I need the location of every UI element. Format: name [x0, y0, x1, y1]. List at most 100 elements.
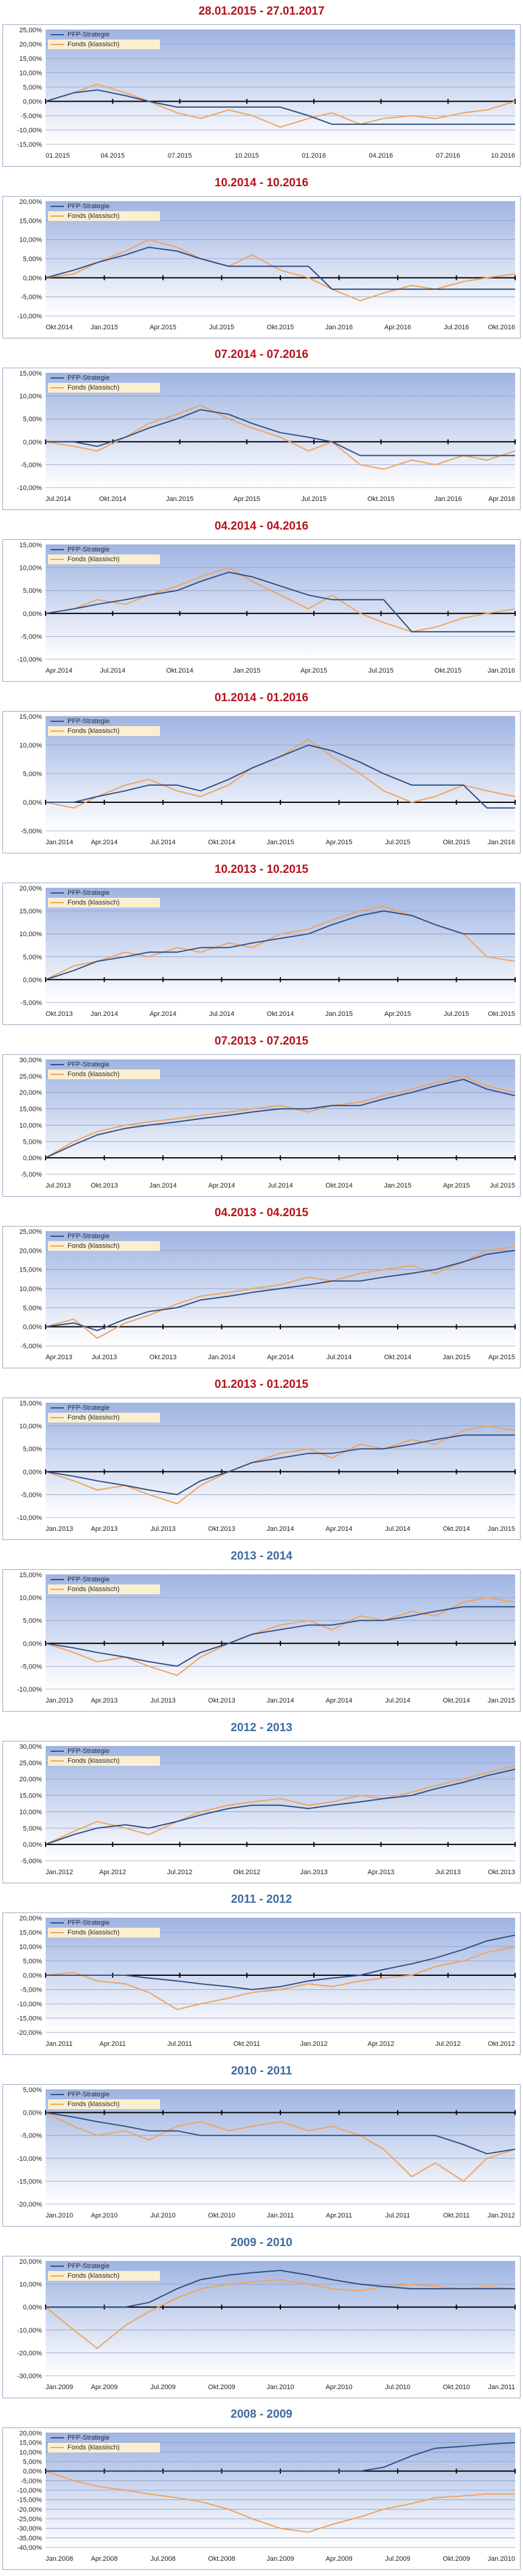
legend-item-fonds: Fonds (klassisch)	[48, 1756, 160, 1766]
y-tick-label: -10,00%	[17, 485, 42, 492]
x-tick-label: 01.2016	[302, 152, 326, 159]
x-tick-label: Okt.2015	[488, 1010, 515, 1018]
plot-frame: 15,00% 10,00% 5,00% 0,00% -5,00% -10,00% Apr.2…	[2, 539, 521, 682]
y-tick-label: 5,00%	[23, 256, 42, 263]
x-tick-label: Okt.2013	[150, 1354, 177, 1361]
x-tick-label: Jan.2010	[46, 2212, 73, 2219]
y-tick-label: -20,00%	[17, 2350, 42, 2357]
y-tick-label: 10,00%	[19, 237, 43, 244]
legend-label: Fonds (klassisch)	[68, 899, 120, 906]
legend-swatch	[50, 1579, 64, 1580]
legend-label: PFP-Strategie	[68, 889, 110, 897]
chart-legend: PFP-Strategie Fonds (klassisch)	[48, 201, 160, 221]
x-tick-label: Apr.2010	[325, 2384, 352, 2391]
y-tick-label: 5,00%	[23, 771, 42, 778]
chart-panel: 2009 - 2010 20,00% 10,00% 0,00% -10,00% -20,0…	[0, 2231, 523, 2403]
y-tick-label: -30,00%	[17, 2373, 42, 2380]
legend-label: Fonds (klassisch)	[68, 1586, 120, 1593]
x-tick-label: Jul.2012	[167, 1869, 193, 1876]
y-tick-label: -5,00%	[21, 1491, 42, 1499]
y-tick-label: 10,00%	[19, 742, 43, 749]
legend-label: PFP-Strategie	[68, 718, 110, 725]
y-tick-label: 15,00%	[19, 542, 43, 549]
y-tick-label: 10,00%	[19, 1286, 43, 1293]
plot-frame: 25,00% 20,00% 15,00% 10,00% 5,00% 0,00% -5,00%…	[2, 1226, 521, 1368]
x-tick-label: Jan.2012	[300, 2040, 328, 2048]
x-tick-label: Jan.2015	[443, 1354, 470, 1361]
x-tick-label: Jan.2015	[166, 495, 193, 503]
y-tick-label: -35,00%	[17, 2535, 42, 2542]
y-tick-label: -5,00%	[21, 1171, 42, 1178]
y-tick-label: 15,00%	[19, 908, 43, 915]
series-line-fonds	[45, 1765, 516, 1846]
legend-item-strategy: PFP-Strategie	[48, 30, 160, 40]
x-tick-label: Okt.2014	[46, 324, 73, 331]
x-tick-label: Jul.2011	[386, 2212, 410, 2219]
x-tick-label: Jan.2008	[46, 2555, 73, 2563]
y-tick-label: -10,00%	[17, 1514, 42, 1522]
legend-item-fonds: Fonds (klassisch)	[48, 2443, 160, 2452]
y-tick-label: 0,00%	[23, 99, 42, 106]
y-tick-label: 0,00%	[23, 1324, 42, 1331]
y-tick-label: -10,00%	[17, 2155, 42, 2163]
legend-item-strategy: PFP-Strategie	[48, 1575, 160, 1584]
x-tick-label: Jul.2015	[490, 1182, 515, 1189]
x-tick-label: Okt.2014	[267, 1010, 294, 1018]
y-tick-label: 0,00%	[23, 275, 42, 282]
legend-swatch	[50, 1407, 64, 1409]
y-tick-label: -30,00%	[17, 2525, 42, 2533]
legend-label: Fonds (klassisch)	[68, 1929, 120, 1936]
x-tick-label: Jul.2013	[150, 1525, 176, 1533]
y-tick-label: -5,00%	[21, 1987, 42, 1994]
chart-legend: PFP-Strategie Fonds (klassisch)	[48, 1060, 160, 1079]
y-tick-label: 0,00%	[23, 1155, 42, 1162]
x-tick-label: Apr.2013	[91, 1697, 117, 1704]
chart-panel: 10.2014 - 10.2016 20,00% 15,00% 10,00% 5,00%…	[0, 172, 523, 343]
y-tick-label: -10,00%	[17, 127, 42, 135]
legend-item-fonds: Fonds (klassisch)	[48, 555, 160, 564]
y-tick-label: 15,00%	[19, 1930, 43, 1937]
legend-swatch	[50, 2266, 64, 2267]
chart-panel: 07.2014 - 07.2016 15,00% 10,00% 5,00% 0,00% -…	[0, 343, 523, 515]
legend-label: PFP-Strategie	[68, 1233, 110, 1240]
chart-title: 2013 - 2014	[230, 1550, 293, 1563]
legend-item-fonds: Fonds (klassisch)	[48, 2271, 160, 2281]
legend-label: PFP-Strategie	[68, 1061, 110, 1068]
chart-panel: 01.2013 - 01.2015 15,00% 10,00% 5,00% 0,00% -…	[0, 1373, 523, 1545]
x-tick-label: Okt.2014	[443, 1525, 470, 1533]
x-tick-label: Jul.2009	[385, 2555, 410, 2563]
legend-label: Fonds (klassisch)	[68, 727, 120, 735]
y-tick-label: -5,00%	[21, 461, 42, 469]
x-tick-label: Apr.2013	[367, 1869, 394, 1876]
legend-swatch	[50, 892, 64, 894]
x-tick-label: Okt.2014	[99, 495, 126, 503]
x-tick-label: Jul.2011	[167, 2040, 192, 2048]
y-tick-label: -15,00%	[17, 2015, 42, 2023]
legend-swatch	[50, 2275, 64, 2277]
x-tick-label: Apr.2016	[384, 324, 411, 331]
x-tick-label: Jul.2013	[46, 1182, 71, 1189]
series-line-fonds	[45, 1246, 516, 1339]
legend-swatch	[50, 206, 64, 207]
x-tick-label: Apr.2016	[488, 495, 515, 503]
x-tick-label: Okt.2011	[234, 2040, 260, 2048]
series-line-pfp-strategie	[45, 910, 515, 981]
x-tick-label: Apr.2009	[91, 2384, 117, 2391]
x-tick-label: Jul.2014	[385, 1525, 410, 1533]
legend-label: PFP-Strategie	[68, 2091, 110, 2098]
x-tick-label: Jan.2015	[384, 1182, 411, 1189]
y-tick-label: 25,00%	[19, 1073, 43, 1080]
x-tick-label: Okt.2015	[267, 324, 294, 331]
chart-title: 10.2013 - 10.2015	[214, 863, 309, 876]
y-tick-label: 5,00%	[23, 587, 42, 595]
x-tick-label: Jul.2010	[150, 2212, 176, 2219]
legend-label: PFP-Strategie	[68, 1748, 110, 1755]
legend-item-fonds: Fonds (klassisch)	[48, 1928, 160, 1937]
x-tick-label: Jan.2012	[488, 2212, 515, 2219]
chart-svg: 25,00% 20,00% 15,00% 10,00% 5,00% 0,00% -5,00%…	[17, 27, 516, 159]
x-tick-label: Jul.2012	[435, 2040, 461, 2048]
chart-title: 07.2014 - 07.2016	[214, 348, 309, 361]
legend-swatch	[50, 2447, 64, 2448]
series-line-pfp-strategie	[46, 409, 515, 457]
chart-panel: 28.01.2015 - 27.01.2017 25,00% 20,00% 15,00…	[0, 0, 523, 172]
